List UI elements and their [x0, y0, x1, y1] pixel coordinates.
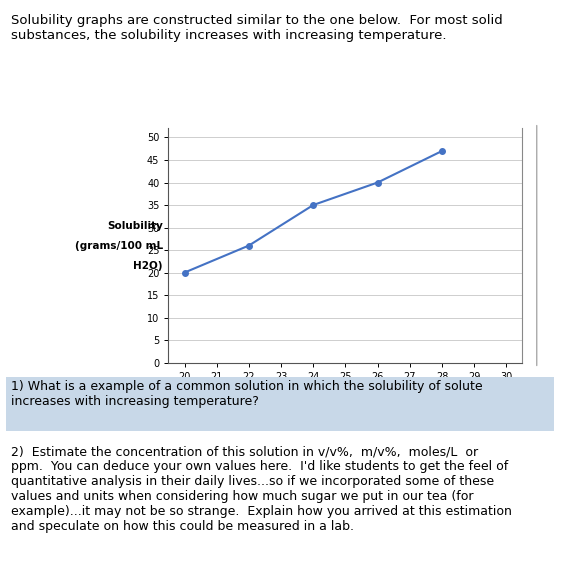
Text: 1) What is a example of a common solution in which the solubility of solute
incr: 1) What is a example of a common solutio…	[11, 380, 483, 408]
Text: (grams/100 mL: (grams/100 mL	[75, 240, 163, 251]
X-axis label: Temperature °C: Temperature °C	[297, 386, 394, 396]
Text: Solubility: Solubility	[107, 220, 163, 231]
Text: H2O): H2O)	[133, 260, 163, 271]
Text: Solubility graphs are constructed similar to the one below.  For most solid
subs: Solubility graphs are constructed simila…	[11, 14, 503, 42]
Text: 2)  Estimate the concentration of this solution in v/v%,  m/v%,  moles/L  or
ppm: 2) Estimate the concentration of this so…	[11, 445, 512, 533]
